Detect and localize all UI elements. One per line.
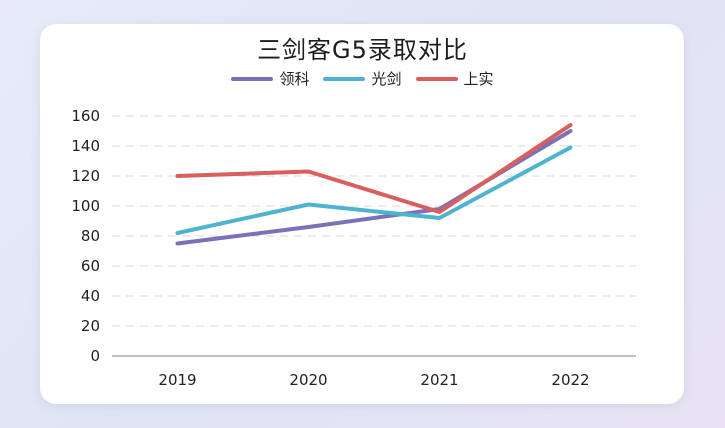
y-tick-label-20: 20 bbox=[81, 317, 100, 335]
y-tick-label-100: 100 bbox=[71, 197, 100, 215]
y-tick-label-80: 80 bbox=[81, 227, 100, 245]
y-tick-label-0: 0 bbox=[90, 347, 100, 365]
series-line-1[interactable] bbox=[175, 145, 573, 235]
legend-label-lingke: 领科 bbox=[279, 70, 310, 88]
x-tick-label-2020: 2020 bbox=[289, 371, 327, 389]
y-tick-label-60: 60 bbox=[81, 257, 100, 275]
x-tick-label-2022: 2022 bbox=[551, 371, 589, 389]
y-tick-label-120: 120 bbox=[71, 167, 100, 185]
legend-label-shangshi: 上实 bbox=[463, 70, 494, 88]
legend-item-shangshi[interactable]: 上实 bbox=[415, 68, 494, 89]
y-tick-label-160: 160 bbox=[71, 107, 100, 125]
legend-label-guangjian: 光剑 bbox=[371, 70, 402, 88]
legend-item-guangjian[interactable]: 光剑 bbox=[323, 68, 402, 89]
legend-swatch-guangjian bbox=[323, 76, 366, 81]
series-line-2[interactable] bbox=[175, 123, 573, 214]
legend-swatch-shangshi bbox=[415, 76, 458, 81]
series-line-0[interactable] bbox=[175, 129, 573, 246]
chart-card bbox=[40, 24, 684, 404]
chart-title: 三剑客G5录取对比 bbox=[257, 36, 468, 64]
legend-swatch-lingke bbox=[231, 76, 274, 81]
y-tick-label-40: 40 bbox=[81, 287, 100, 305]
y-tick-label-140: 140 bbox=[71, 137, 100, 155]
x-tick-label-2021: 2021 bbox=[420, 371, 458, 389]
chart-legend: 领科 光剑 上实 bbox=[0, 68, 725, 89]
legend-item-lingke[interactable]: 领科 bbox=[231, 68, 309, 89]
x-tick-label-2019: 2019 bbox=[158, 371, 196, 389]
